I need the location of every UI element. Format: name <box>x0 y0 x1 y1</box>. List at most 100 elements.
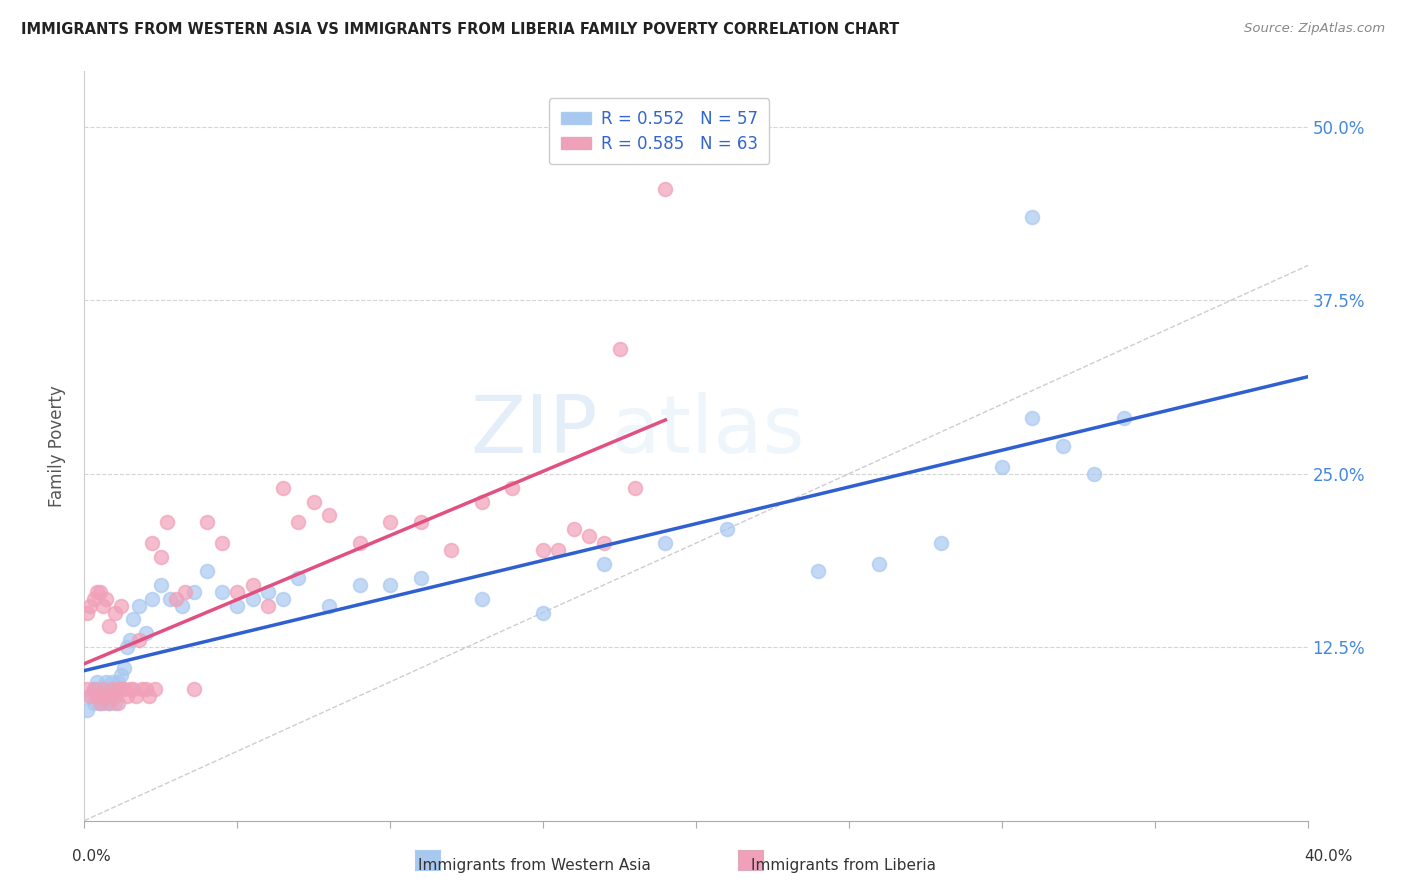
Point <box>89 681 111 696</box>
Point <box>471 494 494 508</box>
Point <box>104 681 127 696</box>
Point <box>1114 411 1136 425</box>
Point <box>174 584 197 599</box>
Point <box>83 681 105 696</box>
Point <box>547 543 569 558</box>
Point <box>226 599 249 613</box>
Point <box>149 578 172 592</box>
Text: 0.0%: 0.0% <box>72 849 111 864</box>
Point <box>257 584 280 599</box>
Point <box>122 681 145 696</box>
Point <box>172 599 194 613</box>
Point <box>97 696 120 710</box>
Point <box>122 612 145 626</box>
Point <box>89 696 111 710</box>
Point <box>91 599 114 613</box>
Point <box>110 668 132 682</box>
Point <box>1052 439 1074 453</box>
Point <box>135 626 157 640</box>
Point <box>86 584 108 599</box>
Point <box>440 543 463 558</box>
Point <box>1021 411 1043 425</box>
Point <box>195 516 218 530</box>
Point <box>991 459 1014 474</box>
Point <box>869 557 891 571</box>
Point <box>149 549 172 564</box>
Point <box>89 696 111 710</box>
Point <box>112 661 135 675</box>
Point <box>107 681 129 696</box>
Point <box>318 508 340 523</box>
Text: Immigrants from Western Asia: Immigrants from Western Asia <box>418 858 651 873</box>
Point <box>302 494 325 508</box>
Point <box>593 557 616 571</box>
Point <box>128 599 150 613</box>
Text: ZIP: ZIP <box>471 392 598 470</box>
Y-axis label: Family Poverty: Family Poverty <box>48 385 66 507</box>
Point <box>94 689 117 703</box>
Text: atlas: atlas <box>610 392 804 470</box>
Point <box>135 681 157 696</box>
Point <box>471 591 494 606</box>
Point <box>409 516 432 530</box>
Point <box>83 696 105 710</box>
Point <box>165 591 187 606</box>
Point <box>929 536 952 550</box>
Point <box>107 696 129 710</box>
Point <box>380 578 402 592</box>
Point <box>97 696 120 710</box>
Point <box>115 689 138 703</box>
Point <box>128 633 150 648</box>
Point <box>593 536 616 550</box>
Point <box>624 481 647 495</box>
Point <box>76 681 98 696</box>
Point <box>110 599 132 613</box>
Point <box>91 681 114 696</box>
Point <box>104 606 127 620</box>
Point <box>271 591 294 606</box>
Point <box>138 689 160 703</box>
Point <box>211 536 233 550</box>
Point <box>195 564 218 578</box>
Point <box>502 481 524 495</box>
Point <box>242 591 264 606</box>
Point <box>409 571 432 585</box>
Point <box>120 633 142 648</box>
Point <box>112 681 135 696</box>
Point <box>257 599 280 613</box>
Point <box>83 681 105 696</box>
Point <box>104 696 127 710</box>
Point <box>86 674 108 689</box>
Legend: R = 0.552   N = 57, R = 0.585   N = 63: R = 0.552 N = 57, R = 0.585 N = 63 <box>550 98 769 164</box>
Text: 40.0%: 40.0% <box>1305 849 1353 864</box>
Point <box>531 543 554 558</box>
Point <box>143 681 166 696</box>
Point <box>271 481 294 495</box>
Point <box>76 703 98 717</box>
Point <box>349 536 371 550</box>
Point <box>654 182 676 196</box>
Point <box>115 640 138 655</box>
Point <box>76 606 98 620</box>
Point <box>79 599 101 613</box>
Point <box>120 681 142 696</box>
Point <box>86 689 108 703</box>
Text: Source: ZipAtlas.com: Source: ZipAtlas.com <box>1244 22 1385 36</box>
Point <box>141 591 163 606</box>
Point <box>183 681 205 696</box>
Point <box>94 689 117 703</box>
Point <box>97 619 120 633</box>
Point <box>101 689 124 703</box>
Point <box>1083 467 1105 481</box>
Point <box>89 584 111 599</box>
Point <box>83 591 105 606</box>
Point <box>287 571 309 585</box>
Point <box>807 564 830 578</box>
Text: Immigrants from Liberia: Immigrants from Liberia <box>751 858 936 873</box>
Point <box>183 584 205 599</box>
Point <box>287 516 309 530</box>
Point <box>318 599 340 613</box>
Point <box>159 591 181 606</box>
Point <box>79 689 101 703</box>
Point <box>131 681 153 696</box>
